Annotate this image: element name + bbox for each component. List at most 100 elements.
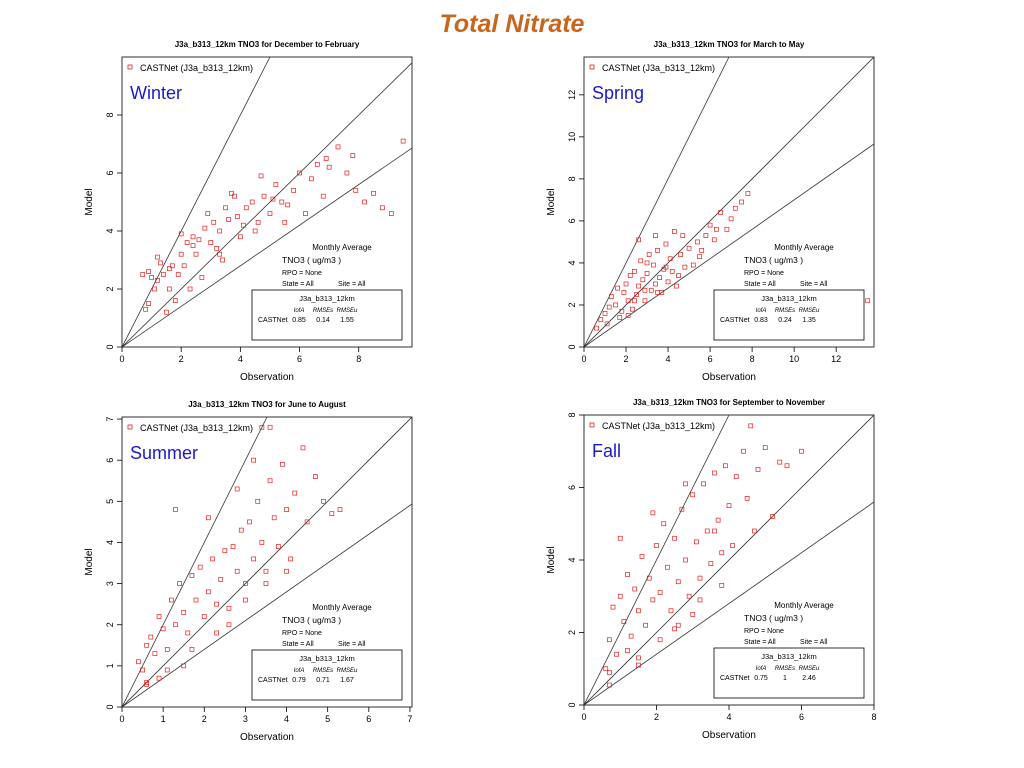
stats-state: State = All (282, 281, 314, 288)
data-point (690, 262, 696, 268)
data-point (181, 263, 187, 269)
x-tick-label: 0 (581, 354, 586, 364)
x-tick-label: 10 (789, 354, 799, 364)
data-point (181, 663, 187, 669)
data-point (309, 176, 314, 182)
data-point (220, 257, 225, 263)
data-point (745, 191, 751, 196)
data-point (297, 170, 302, 176)
data-point (190, 243, 196, 248)
data-point (675, 622, 681, 628)
data-point (206, 589, 211, 595)
data-point (211, 219, 217, 225)
x-tick-label: 5 (325, 714, 330, 724)
stats-value: 1.55 (340, 317, 354, 324)
y-tick-label: 8 (567, 176, 577, 181)
season-label: Summer (130, 443, 198, 463)
chart-canvas: J3a_b313_12km TNO3 for December to Febru… (84, 40, 413, 383)
data-point (226, 605, 232, 611)
data-point (621, 619, 627, 624)
data-point (267, 478, 273, 484)
data-point (680, 233, 686, 238)
data-point (636, 662, 641, 668)
y-tick-label: 4 (567, 557, 577, 562)
data-point (674, 283, 679, 289)
data-point (617, 535, 623, 541)
stats-site: Site = All (338, 641, 366, 648)
data-point (640, 277, 646, 283)
data-point (178, 231, 184, 237)
data-point (270, 196, 276, 202)
data-point (661, 521, 667, 527)
stats-state: State = All (744, 639, 776, 646)
data-point (668, 608, 674, 614)
stats-column-header: RMSEu (799, 666, 820, 672)
data-point (193, 597, 199, 603)
data-point (665, 564, 670, 570)
data-point (353, 188, 359, 193)
data-point (136, 659, 141, 665)
data-point (617, 315, 623, 320)
stats-value: 1 (783, 675, 787, 682)
data-point (243, 581, 248, 586)
data-point (667, 256, 673, 262)
stats-rpo: RPO = None (282, 270, 322, 277)
data-point (703, 233, 709, 238)
data-point (161, 272, 166, 277)
data-point (222, 548, 228, 554)
data-point (686, 245, 692, 251)
data-point (683, 557, 688, 563)
data-point (164, 647, 170, 652)
season-label: Winter (130, 83, 182, 103)
data-point (285, 202, 291, 208)
stats-species: TNO3 ( ug/m3 ) (744, 613, 803, 623)
reference-line (122, 417, 412, 707)
data-point (683, 481, 688, 487)
data-point (371, 190, 376, 196)
data-point (252, 228, 258, 234)
data-point (614, 651, 619, 657)
data-point (234, 486, 240, 492)
data-point (602, 311, 608, 316)
data-point (643, 622, 648, 628)
reference-line (122, 417, 268, 707)
data-point (650, 597, 656, 603)
data-point (243, 205, 249, 211)
x-axis-label: Observation (240, 372, 294, 383)
data-point (173, 622, 178, 628)
data-point (263, 581, 269, 586)
data-point (690, 492, 696, 498)
data-point (255, 498, 261, 504)
data-point (184, 240, 190, 245)
x-tick-label: 4 (726, 712, 731, 722)
y-tick-label: 6 (105, 170, 115, 175)
stats-site: Site = All (800, 639, 828, 646)
stats-rpo: RPO = None (744, 628, 784, 635)
data-point (712, 470, 717, 476)
data-point (214, 246, 220, 251)
x-tick-label: 0 (119, 714, 124, 724)
data-point (752, 528, 757, 534)
data-point (679, 506, 685, 512)
data-point (187, 286, 193, 292)
data-point (708, 561, 714, 566)
data-point (632, 298, 637, 304)
stats-column-header: RMSEu (799, 308, 820, 314)
y-tick-label: 6 (567, 218, 577, 223)
reference-line (584, 143, 874, 347)
data-point (321, 498, 326, 504)
x-tick-label: 6 (366, 714, 371, 724)
stats-row-label: CASTNet (258, 317, 288, 324)
x-axis-label: Observation (702, 730, 756, 741)
data-point (615, 285, 620, 291)
stats-table-box (713, 647, 865, 699)
data-point (303, 211, 308, 216)
stats-row-label: CASTNet (258, 677, 288, 684)
data-point (208, 240, 214, 245)
y-axis-label: Model (546, 188, 557, 215)
data-point (205, 211, 211, 216)
x-tick-label: 3 (243, 714, 248, 724)
data-point (634, 292, 639, 297)
legend-label: CASTNet (J3a_b313_12km) (602, 421, 715, 431)
data-point (217, 228, 223, 234)
